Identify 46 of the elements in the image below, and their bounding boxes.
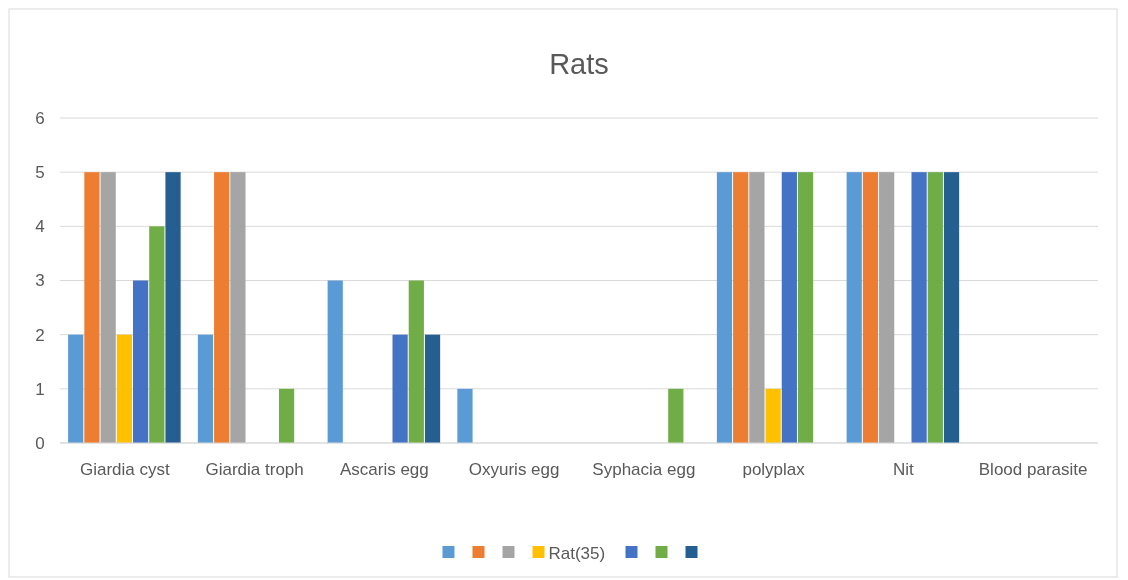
bar: [132, 280, 149, 443]
bar: [781, 172, 797, 443]
bar: [943, 172, 960, 443]
x-tick-label: Syphacia egg: [592, 460, 696, 479]
bar: [116, 334, 132, 443]
bar: [100, 172, 116, 443]
x-tick-label: Ascaris egg: [339, 460, 429, 479]
legend-label: Rat(35): [548, 543, 606, 563]
bar: [278, 388, 295, 443]
x-tick-label: polyplax: [742, 460, 806, 479]
bar: [797, 172, 814, 443]
x-tick-label: Oxyuris egg: [468, 460, 560, 479]
bar: [846, 172, 862, 443]
y-tick-label: 2: [35, 325, 45, 345]
bar: [668, 388, 684, 443]
y-tick-label: 0: [35, 433, 45, 453]
bar: [214, 172, 230, 443]
bar: [733, 172, 749, 443]
bar: [84, 172, 100, 443]
bar: [68, 334, 84, 443]
bar: [862, 172, 879, 443]
chart-title: Rats: [549, 48, 609, 80]
y-tick-label: 3: [35, 271, 45, 291]
y-tick-label: 4: [35, 217, 45, 237]
bar: [327, 280, 343, 443]
bar: [879, 172, 895, 443]
bar: [716, 172, 733, 443]
x-tick-label: Blood parasite: [978, 460, 1088, 479]
y-tick-label: 1: [35, 379, 45, 399]
bar: [424, 334, 441, 443]
bar: [911, 172, 927, 443]
bar: [392, 334, 408, 443]
x-tick-label: Nit: [892, 460, 915, 479]
bar: [165, 172, 181, 443]
y-tick-label: 6: [35, 108, 45, 128]
bar: [230, 172, 246, 443]
bar: [408, 280, 424, 443]
bar: [927, 172, 943, 443]
x-tick-label: Giardia cyst: [80, 460, 171, 479]
bar: [149, 226, 165, 443]
bar: [457, 388, 473, 443]
bar: [765, 388, 781, 443]
bar: [749, 172, 765, 443]
bar: [197, 334, 214, 443]
y-tick-label: 5: [35, 163, 45, 183]
x-tick-label: Giardia troph: [205, 460, 304, 479]
